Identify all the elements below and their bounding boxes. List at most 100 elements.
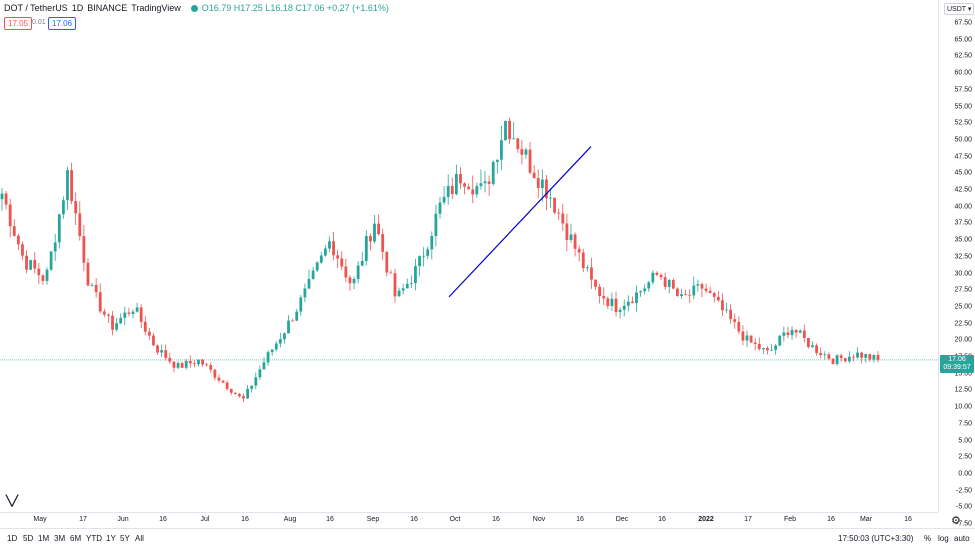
- candle-body[interactable]: [0, 193, 4, 200]
- candle-body[interactable]: [205, 364, 209, 366]
- candle-body[interactable]: [25, 255, 28, 270]
- candle-body[interactable]: [250, 385, 254, 389]
- candle-body[interactable]: [168, 357, 172, 362]
- candle-body[interactable]: [872, 355, 876, 360]
- candle-body[interactable]: [500, 140, 503, 160]
- candle-body[interactable]: [487, 181, 491, 184]
- candle-body[interactable]: [377, 223, 380, 235]
- range-button-1d[interactable]: 1D: [7, 534, 18, 543]
- candle-body[interactable]: [254, 377, 258, 386]
- candle-body[interactable]: [549, 197, 552, 199]
- candle-body[interactable]: [389, 272, 393, 274]
- candle-body[interactable]: [532, 172, 536, 179]
- interval-label[interactable]: 1D: [71, 3, 84, 13]
- candle-body[interactable]: [299, 297, 303, 312]
- candle-body[interactable]: [184, 360, 188, 368]
- candle-body[interactable]: [594, 279, 597, 287]
- candle-body[interactable]: [512, 138, 516, 140]
- candle-body[interactable]: [78, 213, 82, 237]
- candle-body[interactable]: [328, 241, 331, 249]
- candle-body[interactable]: [152, 335, 155, 346]
- candle-body[interactable]: [852, 356, 855, 358]
- candle-body[interactable]: [291, 320, 295, 322]
- candle-body[interactable]: [188, 360, 192, 364]
- candle-body[interactable]: [536, 178, 540, 189]
- candle-body[interactable]: [811, 345, 814, 348]
- candle-body[interactable]: [233, 392, 237, 395]
- candle-body[interactable]: [33, 260, 37, 269]
- candle-body[interactable]: [123, 312, 127, 318]
- candle-body[interactable]: [409, 283, 413, 284]
- candle-body[interactable]: [630, 301, 634, 304]
- candle-body[interactable]: [557, 212, 561, 214]
- candle-body[interactable]: [831, 358, 835, 364]
- candle-body[interactable]: [422, 255, 426, 257]
- candle-body[interactable]: [348, 277, 352, 284]
- candle-body[interactable]: [721, 300, 724, 311]
- candle-body[interactable]: [115, 323, 119, 330]
- range-button-6m[interactable]: 6M: [70, 534, 82, 543]
- candle-body[interactable]: [651, 272, 655, 283]
- candle-body[interactable]: [618, 309, 622, 312]
- candle-body[interactable]: [29, 260, 33, 270]
- candle-body[interactable]: [397, 290, 401, 297]
- candle-body[interactable]: [364, 236, 368, 261]
- candle-body[interactable]: [655, 272, 659, 275]
- candle-body[interactable]: [319, 255, 323, 263]
- candle-body[interactable]: [246, 388, 250, 399]
- candle-body[interactable]: [868, 354, 872, 360]
- candle-body[interactable]: [680, 294, 683, 296]
- candle-body[interactable]: [565, 223, 569, 241]
- candle-body[interactable]: [311, 270, 315, 279]
- candle-body[interactable]: [856, 352, 859, 358]
- candle-body[interactable]: [90, 284, 94, 286]
- candle-body[interactable]: [475, 186, 479, 195]
- candle-body[interactable]: [827, 354, 831, 359]
- candle-body[interactable]: [459, 174, 462, 184]
- candle-body[interactable]: [49, 251, 53, 270]
- candle-body[interactable]: [737, 321, 741, 332]
- candle-body[interactable]: [667, 279, 671, 287]
- candle-body[interactable]: [315, 262, 319, 271]
- candle-body[interactable]: [426, 249, 430, 256]
- candle-body[interactable]: [176, 363, 180, 368]
- candle-body[interactable]: [86, 262, 90, 286]
- candle-body[interactable]: [66, 170, 69, 201]
- candle-body[interactable]: [373, 223, 376, 242]
- candle-body[interactable]: [815, 345, 818, 353]
- candle-body[interactable]: [614, 298, 618, 312]
- candle-body[interactable]: [553, 197, 557, 213]
- candle-body[interactable]: [479, 183, 483, 187]
- candle-body[interactable]: [385, 251, 389, 273]
- candle-body[interactable]: [102, 311, 106, 315]
- candle-body[interactable]: [688, 294, 692, 296]
- candle-body[interactable]: [716, 296, 720, 301]
- candle-body[interactable]: [295, 311, 299, 321]
- candle-body[interactable]: [274, 343, 278, 350]
- candle-body[interactable]: [131, 311, 135, 314]
- candle-body[interactable]: [622, 305, 626, 310]
- candle-body[interactable]: [45, 269, 49, 281]
- candle-body[interactable]: [770, 349, 773, 351]
- candle-body[interactable]: [323, 248, 327, 256]
- candle-body[interactable]: [639, 291, 642, 293]
- candle-body[interactable]: [585, 267, 589, 269]
- candle-body[interactable]: [180, 363, 184, 368]
- candle-body[interactable]: [774, 345, 778, 350]
- candle-body[interactable]: [156, 345, 159, 353]
- currency-selector[interactable]: USDT ▾: [944, 3, 975, 15]
- candle-body[interactable]: [283, 333, 286, 340]
- candle-body[interactable]: [119, 317, 123, 324]
- candle-body[interactable]: [360, 260, 364, 266]
- candle-body[interactable]: [561, 213, 565, 224]
- candle-body[interactable]: [270, 349, 274, 353]
- candle-body[interactable]: [540, 179, 544, 189]
- candle-body[interactable]: [111, 315, 114, 330]
- candle-body[interactable]: [504, 120, 507, 141]
- candle-body[interactable]: [12, 226, 16, 236]
- candle-body[interactable]: [598, 286, 602, 297]
- candle-body[interactable]: [725, 309, 728, 311]
- candle-body[interactable]: [463, 183, 466, 187]
- candle-body[interactable]: [663, 277, 667, 287]
- candle-body[interactable]: [344, 266, 348, 278]
